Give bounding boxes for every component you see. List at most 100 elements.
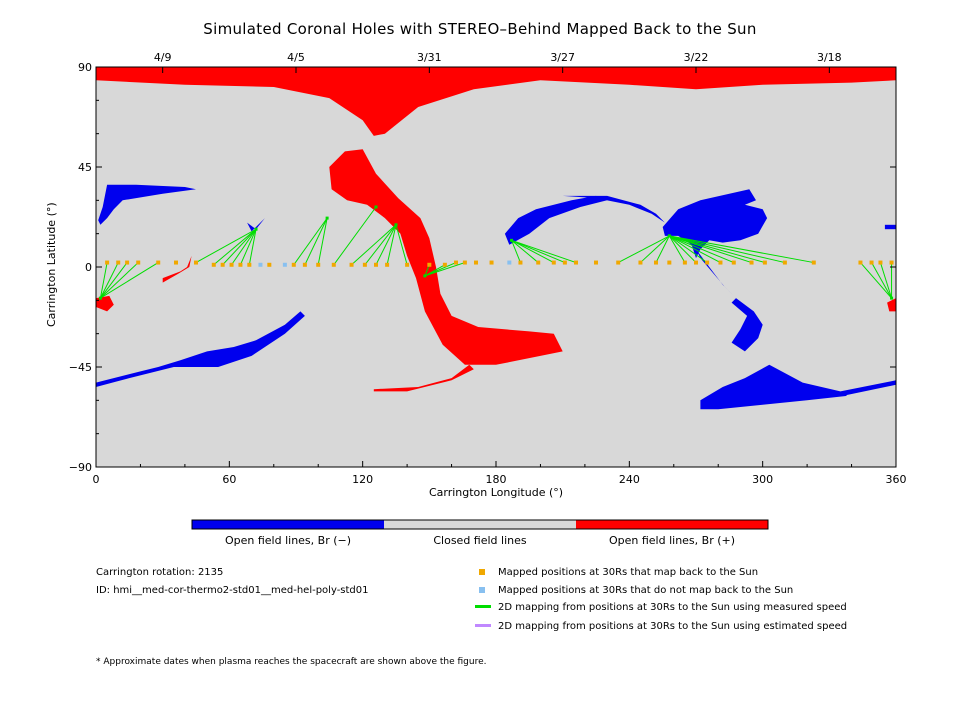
mapping-line	[511, 239, 539, 263]
mapping-line	[871, 262, 892, 299]
unmapped-point	[258, 262, 263, 267]
footpoint-marker	[254, 227, 258, 231]
mapped-point	[374, 262, 378, 267]
mapping-line	[222, 228, 257, 266]
mapped-point	[489, 260, 494, 265]
mapped-point	[782, 260, 787, 265]
mapped-point	[454, 260, 458, 265]
x-tick-label: 300	[752, 473, 773, 486]
coronal-hole-southeast-hole	[700, 364, 848, 410]
colorbar-label-positive: Open field lines, Br (+)	[608, 534, 736, 547]
footpoint-marker	[325, 216, 329, 220]
mapped-point	[316, 262, 321, 267]
mapping-line	[239, 229, 257, 265]
mapped-point	[156, 260, 161, 265]
mapped-point	[594, 260, 598, 265]
legend-measured-label: 2D mapping from positions at 30Rs to the…	[498, 602, 847, 613]
coronal-hole-south-wisp	[373, 364, 474, 392]
mapping-line	[364, 224, 397, 266]
date-tick-label: 4/5	[287, 51, 305, 64]
mapped-point	[238, 262, 243, 267]
y-axis-title: Carrington Latitude (°)	[45, 202, 58, 327]
date-tick-label: 3/31	[417, 51, 442, 64]
mapping-line	[669, 235, 814, 264]
footpoint-marker	[98, 296, 102, 300]
mapped-point	[718, 260, 723, 265]
mapped-point	[385, 262, 390, 267]
mapped-point	[442, 262, 447, 267]
mapped-point	[616, 260, 621, 265]
mapping-line	[231, 228, 257, 266]
x-axis-title: Carrington Longitude (°)	[428, 486, 564, 499]
colorbar-segment	[192, 520, 384, 529]
footpoint-marker	[374, 205, 378, 209]
legend-estimated-line	[475, 624, 491, 627]
mapped-point	[889, 260, 894, 265]
coronal-hole-east-hook	[731, 298, 763, 352]
mapped-point	[869, 260, 874, 265]
coronal-hole-nw-hole	[98, 184, 196, 225]
colorbar-label-negative: Open field lines, Br (−)	[224, 534, 352, 547]
footpoint-marker	[394, 223, 398, 227]
mapped-point	[638, 260, 643, 265]
colorbar-label-closed: Closed field lines	[433, 534, 527, 547]
carrington-rotation: Carrington rotation: 2135	[96, 567, 224, 578]
mapped-point	[105, 260, 110, 265]
mapped-point	[362, 262, 367, 267]
mapping-line	[655, 235, 670, 263]
mapping-line	[669, 235, 734, 264]
mapping-line	[511, 240, 521, 263]
mapped-point	[749, 260, 754, 265]
mapped-point	[331, 262, 336, 267]
closed-field-background	[96, 67, 896, 467]
mapped-point	[427, 262, 432, 267]
mapping-line	[293, 217, 328, 266]
chart-title: Simulated Coronal Holes with STEREO–Behi…	[203, 20, 757, 38]
mapped-point	[211, 262, 216, 267]
coronal-hole-central-hole	[504, 195, 608, 245]
mapping-line	[386, 224, 397, 265]
mapping-line	[100, 262, 128, 299]
mapping-line	[317, 218, 328, 265]
mapped-point	[518, 260, 523, 265]
unmapped-point	[282, 262, 287, 267]
mapped-point	[349, 262, 354, 267]
coronal-hole-right-edge-patch	[887, 298, 896, 312]
mapping-line	[195, 228, 257, 263]
mapped-point	[174, 260, 178, 265]
mapped-point	[474, 260, 478, 265]
mapped-point	[878, 260, 883, 265]
mapping-line	[351, 224, 397, 266]
mapped-point	[694, 260, 698, 265]
mapping-line	[669, 235, 752, 264]
mapping-line	[375, 224, 397, 266]
mapping-line	[248, 229, 257, 265]
mapped-point	[267, 262, 272, 267]
mapping-line	[511, 239, 566, 264]
date-tick-label: 4/9	[154, 51, 172, 64]
legend-unmapped-label: Mapped positions at 30Rs that do not map…	[498, 585, 794, 596]
colorbar-segment	[576, 520, 768, 529]
mapped-point	[811, 260, 816, 265]
mapping-line	[668, 235, 697, 263]
mapped-point	[858, 260, 863, 265]
mapped-point	[125, 260, 130, 265]
mapped-point	[116, 260, 121, 265]
date-tick-label: 3/18	[817, 51, 842, 64]
mapped-point	[536, 260, 541, 265]
date-tick-label: 3/22	[684, 51, 709, 64]
mapped-point	[705, 260, 710, 265]
mapping-line	[511, 239, 577, 264]
footpoint-marker	[423, 274, 427, 278]
mapped-point	[762, 260, 767, 265]
mapped-point	[731, 260, 736, 265]
legend-unmapped-marker	[479, 587, 485, 593]
mapping-line	[617, 235, 670, 263]
mapping-line	[669, 235, 721, 263]
mapped-point	[220, 262, 225, 267]
mapping-line	[99, 262, 119, 299]
legend-measured-line	[475, 605, 491, 608]
mapped-point	[136, 260, 141, 265]
mapping-line	[99, 262, 108, 299]
mapping-line	[860, 262, 892, 299]
